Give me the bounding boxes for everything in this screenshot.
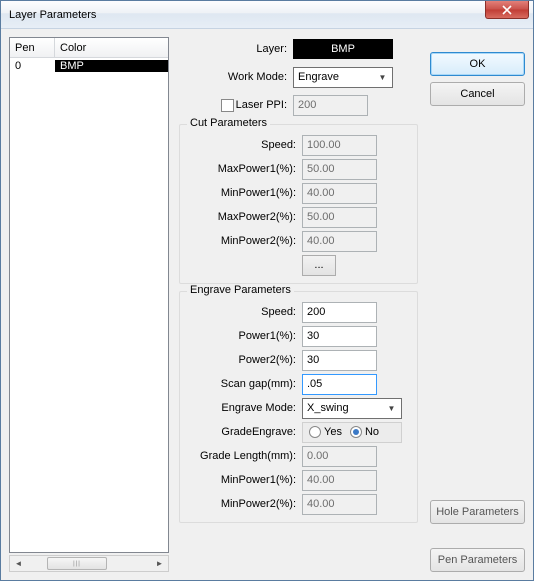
cut-minp1-input[interactable]: 40.00	[302, 183, 377, 204]
pen-list[interactable]: Pen Color 0 BMP	[9, 37, 169, 553]
cut-more-button[interactable]: ...	[302, 255, 336, 276]
grade-yes-label: Yes	[324, 426, 342, 438]
cut-maxp1-label: MaxPower1(%):	[188, 163, 296, 175]
eng-p2-label: Power2(%):	[188, 354, 296, 366]
eng-p1-label: Power1(%):	[188, 330, 296, 342]
cut-speed-input[interactable]: 100.00	[302, 135, 377, 156]
eng-gap-label: Scan gap(mm):	[188, 378, 296, 390]
pen-list-row[interactable]: 0 BMP	[10, 58, 168, 74]
eng-speed-input[interactable]: 200	[302, 302, 377, 323]
cut-group-title: Cut Parameters	[187, 117, 270, 129]
close-icon	[502, 5, 512, 15]
eng-mode-select[interactable]: X_swing ▼	[302, 398, 402, 419]
pen-cell: 0	[10, 60, 55, 72]
grade-yes-radio[interactable]	[309, 426, 321, 438]
eng-mode-value: X_swing	[307, 402, 349, 414]
laserppi-checkbox[interactable]	[221, 99, 234, 112]
eng-gradelen-input[interactable]: 0.00	[302, 446, 377, 467]
title-bar: Layer Parameters	[1, 1, 533, 29]
header-pen[interactable]: Pen	[10, 38, 55, 57]
layer-label: Layer:	[179, 43, 287, 55]
cut-maxp2-input[interactable]: 50.00	[302, 207, 377, 228]
close-button[interactable]	[485, 1, 529, 19]
cut-minp2-label: MinPower2(%):	[188, 235, 296, 247]
grade-engrave-radios: Yes No	[302, 422, 402, 443]
cut-maxp2-label: MaxPower2(%):	[188, 211, 296, 223]
eng-minp1-label: MinPower1(%):	[188, 474, 296, 486]
eng-speed-label: Speed:	[188, 306, 296, 318]
scroll-left-icon[interactable]: ◄	[10, 556, 27, 571]
scroll-thumb[interactable]: |||	[47, 557, 107, 570]
eng-p2-input[interactable]: 30	[302, 350, 377, 371]
layer-value: BMP	[293, 39, 393, 59]
cut-minp1-label: MinPower1(%):	[188, 187, 296, 199]
pen-parameters-button[interactable]: Pen Parameters	[430, 548, 525, 572]
eng-minp2-input[interactable]: 40.00	[302, 494, 377, 515]
hole-parameters-button[interactable]: Hole Parameters	[430, 500, 525, 524]
cut-speed-label: Speed:	[188, 139, 296, 151]
workmode-value: Engrave	[298, 71, 339, 83]
cancel-button[interactable]: Cancel	[430, 82, 525, 106]
scroll-right-icon[interactable]: ►	[151, 556, 168, 571]
eng-gradelen-label: Grade Length(mm):	[188, 450, 296, 462]
chevron-down-icon: ▼	[384, 401, 399, 416]
eng-p1-input[interactable]: 30	[302, 326, 377, 347]
laserppi-input[interactable]: 200	[293, 95, 368, 116]
color-cell: BMP	[55, 60, 168, 72]
workmode-label: Work Mode:	[179, 71, 287, 83]
cut-minp2-input[interactable]: 40.00	[302, 231, 377, 252]
eng-minp2-label: MinPower2(%):	[188, 498, 296, 510]
ok-button[interactable]: OK	[430, 52, 525, 76]
workmode-select[interactable]: Engrave ▼	[293, 67, 393, 88]
grade-no-label: No	[365, 426, 379, 438]
chevron-down-icon: ▼	[375, 70, 390, 85]
cut-parameters-group: Cut Parameters Speed:100.00 MaxPower1(%)…	[179, 124, 418, 284]
header-color[interactable]: Color	[55, 38, 168, 57]
horizontal-scrollbar[interactable]: ◄ ||| ►	[9, 555, 169, 572]
eng-gap-input[interactable]: .05	[302, 374, 377, 395]
engrave-group-title: Engrave Parameters	[187, 284, 294, 296]
grade-no-radio[interactable]	[350, 426, 362, 438]
pen-list-header: Pen Color	[10, 38, 168, 58]
cut-maxp1-input[interactable]: 50.00	[302, 159, 377, 180]
eng-grade-label: GradeEngrave:	[188, 426, 296, 438]
window-title: Layer Parameters	[9, 9, 96, 21]
engrave-parameters-group: Engrave Parameters Speed:200 Power1(%):3…	[179, 291, 418, 523]
eng-mode-label: Engrave Mode:	[188, 402, 296, 414]
eng-minp1-input[interactable]: 40.00	[302, 470, 377, 491]
laserppi-label: Laser PPI:	[236, 99, 287, 111]
